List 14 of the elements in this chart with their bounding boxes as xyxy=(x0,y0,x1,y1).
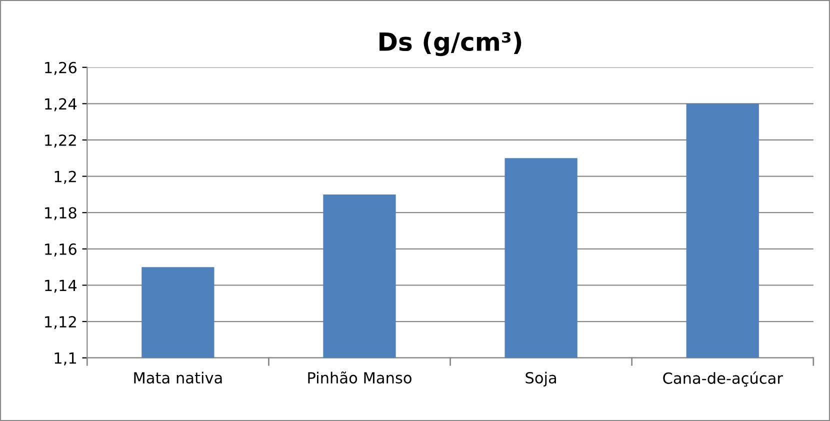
x-tick-label: Soja xyxy=(526,372,556,387)
chart-title: Ds (g/cm³) xyxy=(380,32,522,56)
x-tick-label: Cana-de-açúcar xyxy=(663,372,783,387)
y-tick-label: 1,22 xyxy=(45,134,76,148)
y-tick-label: 1,26 xyxy=(45,62,76,75)
y-tick-label: 1,24 xyxy=(45,98,77,112)
y-tick-label: 1,2 xyxy=(54,170,76,184)
x-tick-label: Pinhão Manso xyxy=(308,371,412,384)
y-tick-label: 1,1 xyxy=(54,352,76,366)
y-tick-label: 1,16 xyxy=(45,243,76,256)
y-tick-label: 1,18 xyxy=(45,207,76,220)
y-tick-label: 1,14 xyxy=(45,280,77,293)
x-tick-label: Mata nativa xyxy=(134,372,222,384)
y-tick-label: 1,12 xyxy=(45,316,76,330)
